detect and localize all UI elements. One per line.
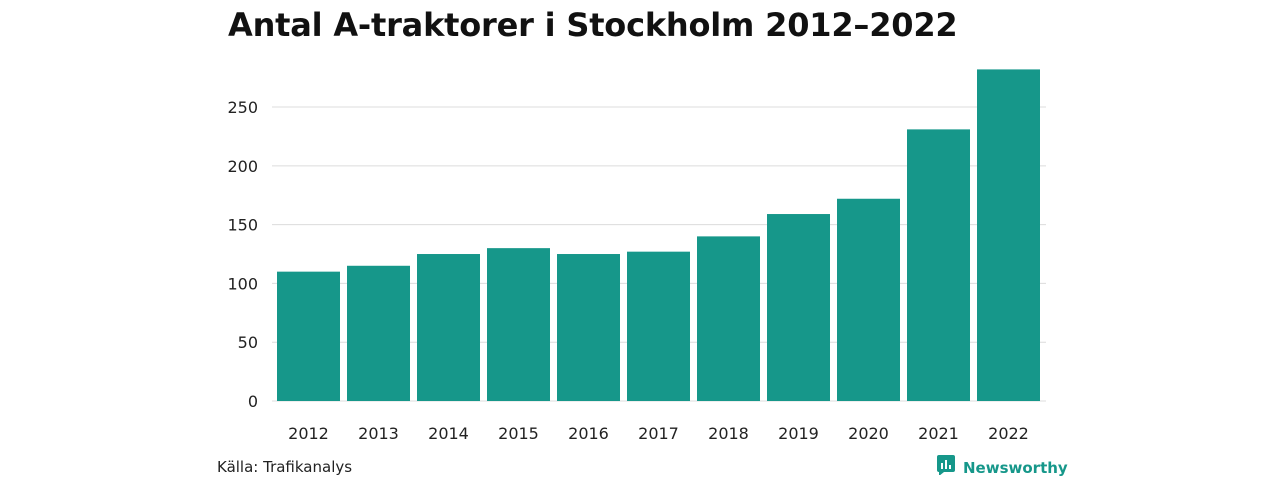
x-axis-ticks: 2012 2013 2014 2015 2016 2017 2018 2019 2020 2021… <box>288 424 1029 443</box>
x-tick-label: 2013 <box>358 424 399 443</box>
bar-2019 <box>767 214 830 401</box>
y-tick-label: 0 <box>248 392 258 411</box>
y-tick-label: 50 <box>238 333 258 352</box>
y-tick-label: 250 <box>227 98 258 117</box>
chart-title: Antal A-traktorer i Stockholm 2012–2022 <box>228 6 958 44</box>
y-tick-label: 200 <box>227 157 258 176</box>
x-tick-label: 2012 <box>288 424 329 443</box>
bar-2021 <box>907 129 970 401</box>
y-tick-label: 100 <box>227 274 258 293</box>
x-tick-label: 2016 <box>568 424 609 443</box>
bar-2020 <box>837 198 900 401</box>
bars <box>277 69 1040 402</box>
bar-2012 <box>277 271 340 401</box>
x-tick-label: 2021 <box>918 424 959 443</box>
x-tick-label: 2017 <box>638 424 679 443</box>
x-tick-label: 2019 <box>778 424 819 443</box>
x-tick-label: 2014 <box>428 424 469 443</box>
x-tick-label: 2015 <box>498 424 539 443</box>
bar-2022 <box>977 69 1040 402</box>
x-tick-label: 2020 <box>848 424 889 443</box>
brand-name: Newsworthy <box>963 458 1068 477</box>
x-tick-label: 2018 <box>708 424 749 443</box>
bar-2015 <box>487 248 550 401</box>
y-axis-ticks: 0 50 100 150 200 250 <box>227 98 258 411</box>
bar-2013 <box>347 265 410 401</box>
bar-2016 <box>557 254 620 401</box>
source-note: Källa: Trafikanalys <box>217 458 353 476</box>
x-tick-label: 2022 <box>988 424 1029 443</box>
newsworthy-logo-icon <box>937 455 957 480</box>
y-tick-label: 150 <box>227 216 258 235</box>
brand[interactable]: Newsworthy <box>937 455 1068 480</box>
bar-2017 <box>627 251 690 401</box>
bar-2018 <box>697 236 760 401</box>
bar-2014 <box>417 254 480 401</box>
